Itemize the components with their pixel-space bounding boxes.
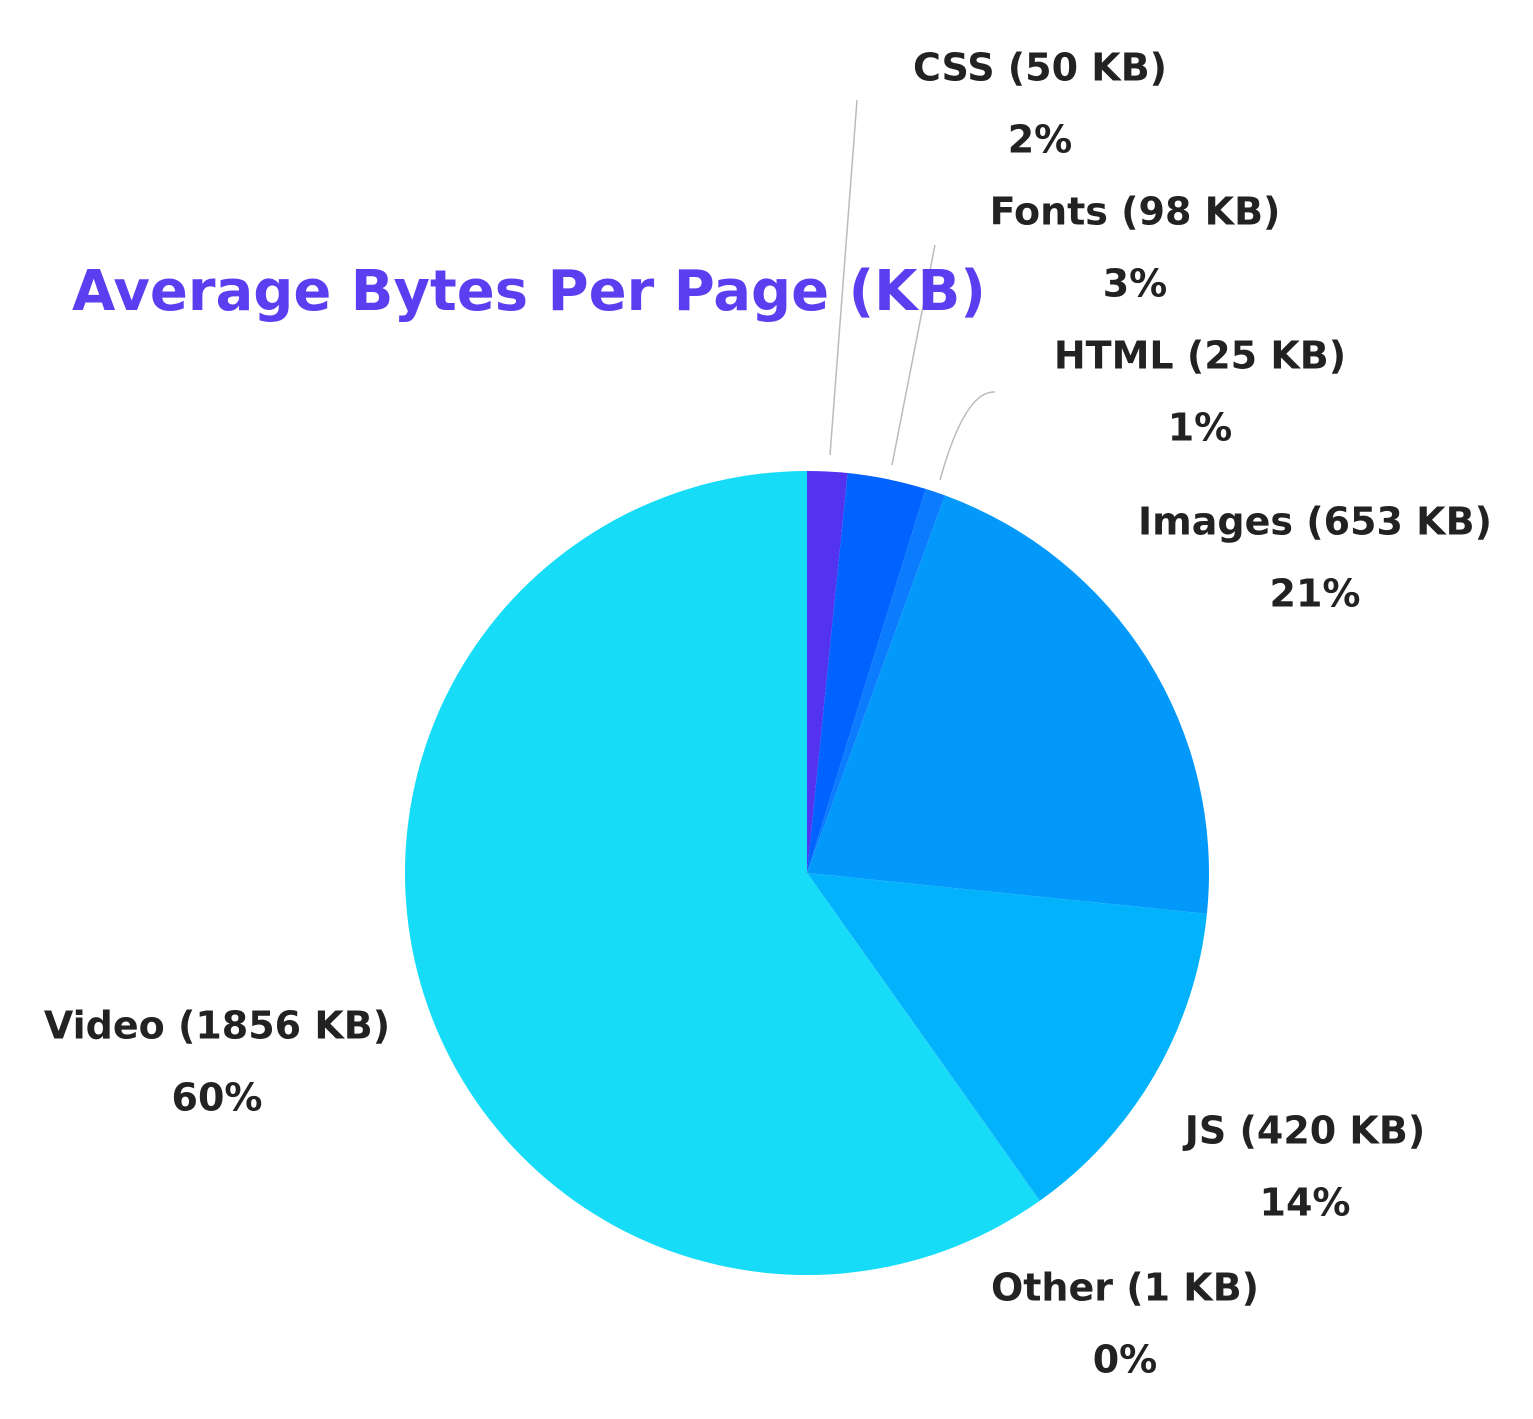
slice-value-label: 3% — [1103, 262, 1168, 306]
pie-slice — [405, 471, 1040, 1276]
slice-label: CSS (50 KB) — [913, 46, 1167, 90]
pie-slice — [807, 488, 945, 873]
pie-slice — [807, 873, 1207, 1201]
leader-line — [939, 391, 996, 481]
pie-slice — [807, 873, 1041, 1201]
leader-line — [891, 244, 936, 466]
pie-slice — [807, 473, 926, 873]
slice-label: Video (1856 KB) — [44, 1004, 390, 1048]
slice-value-label: 2% — [1008, 118, 1073, 162]
slice-value-label: 1% — [1168, 406, 1233, 450]
slice-label: Fonts (98 KB) — [990, 190, 1281, 234]
slice-label: JS (420 KB) — [1182, 1109, 1425, 1153]
slice-label: Images (653 KB) — [1138, 500, 1492, 544]
slice-label: HTML (25 KB) — [1054, 334, 1346, 378]
chart-title: Average Bytes Per Page (KB) — [72, 259, 986, 324]
slice-value-label: 0% — [1093, 1338, 1158, 1382]
slice-value-label: 21% — [1270, 572, 1361, 616]
slice-label: Other (1 KB) — [991, 1266, 1259, 1310]
slice-value-label: 14% — [1260, 1181, 1351, 1225]
leader-lines — [829, 99, 996, 481]
pie-slice — [807, 471, 848, 873]
pie-slice — [807, 495, 1209, 914]
leader-line — [829, 99, 858, 456]
slice-value-label: 60% — [172, 1076, 263, 1120]
